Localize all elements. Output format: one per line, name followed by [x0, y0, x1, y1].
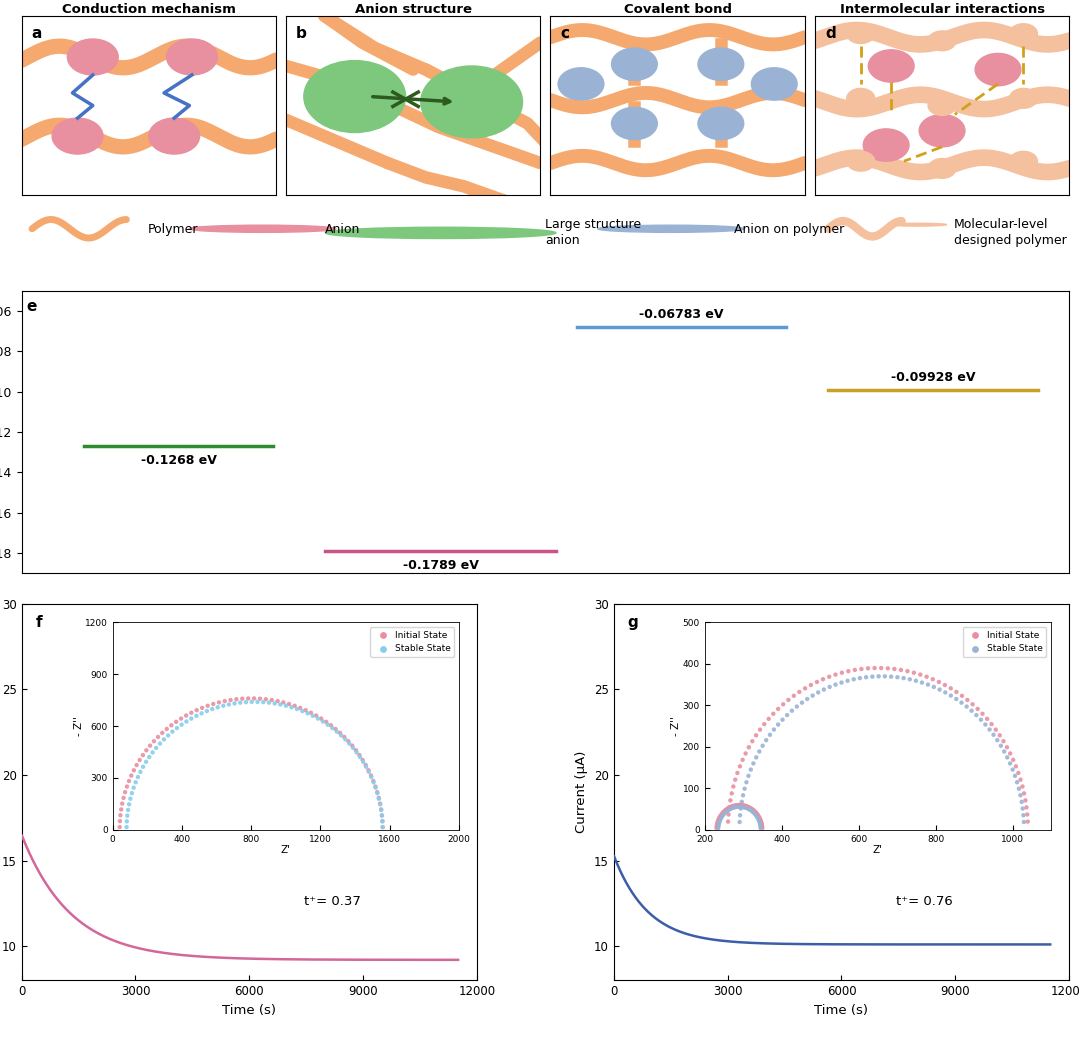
Circle shape	[928, 31, 956, 51]
Circle shape	[149, 118, 200, 154]
Circle shape	[868, 50, 914, 82]
Text: d: d	[825, 26, 836, 42]
Text: c: c	[561, 26, 569, 42]
Title: Anion structure: Anion structure	[354, 3, 472, 16]
Circle shape	[928, 96, 956, 116]
Text: g: g	[627, 615, 638, 630]
Title: Covalent bond: Covalent bond	[623, 3, 731, 16]
Text: t⁺= 0.37: t⁺= 0.37	[303, 895, 361, 908]
Circle shape	[52, 118, 103, 154]
Circle shape	[975, 53, 1021, 86]
Text: anion: anion	[545, 234, 580, 246]
Circle shape	[698, 48, 744, 80]
Y-axis label: Current (μA): Current (μA)	[576, 751, 589, 833]
Circle shape	[698, 107, 744, 140]
Text: a: a	[31, 26, 42, 42]
Circle shape	[847, 89, 875, 108]
Circle shape	[189, 225, 336, 233]
Circle shape	[928, 159, 956, 178]
Circle shape	[325, 227, 556, 239]
Circle shape	[863, 129, 909, 162]
Circle shape	[752, 68, 797, 100]
Circle shape	[166, 39, 217, 75]
Circle shape	[888, 223, 947, 226]
Circle shape	[1010, 24, 1038, 44]
Text: -0.06783 eV: -0.06783 eV	[639, 308, 724, 320]
Text: -0.1268 eV: -0.1268 eV	[140, 454, 217, 467]
Text: Large structure: Large structure	[545, 218, 642, 232]
X-axis label: Time (s): Time (s)	[814, 1003, 868, 1017]
Circle shape	[598, 225, 744, 233]
Text: Molecular-level: Molecular-level	[954, 218, 1049, 232]
Circle shape	[421, 66, 523, 138]
Circle shape	[611, 48, 658, 80]
Circle shape	[611, 107, 658, 140]
Text: -0.1789 eV: -0.1789 eV	[403, 559, 478, 572]
Text: -0.09928 eV: -0.09928 eV	[891, 371, 975, 384]
Circle shape	[558, 68, 604, 100]
Circle shape	[1010, 151, 1038, 171]
Circle shape	[67, 39, 118, 75]
Title: Intermolecular interactions: Intermolecular interactions	[839, 3, 1044, 16]
Circle shape	[847, 24, 875, 44]
Text: Anion on polymer: Anion on polymer	[734, 223, 845, 237]
Circle shape	[847, 151, 875, 171]
Circle shape	[303, 60, 406, 132]
Text: e: e	[27, 299, 37, 314]
Title: Conduction mechanism: Conduction mechanism	[62, 3, 235, 16]
Text: Anion: Anion	[325, 223, 361, 237]
Circle shape	[1010, 89, 1038, 108]
X-axis label: Time (s): Time (s)	[222, 1003, 276, 1017]
Text: b: b	[296, 26, 307, 42]
Text: designed polymer: designed polymer	[954, 234, 1067, 246]
Circle shape	[919, 115, 964, 147]
Text: Polymer: Polymer	[147, 223, 198, 237]
Text: t⁺= 0.76: t⁺= 0.76	[896, 895, 953, 908]
Text: f: f	[36, 615, 42, 630]
